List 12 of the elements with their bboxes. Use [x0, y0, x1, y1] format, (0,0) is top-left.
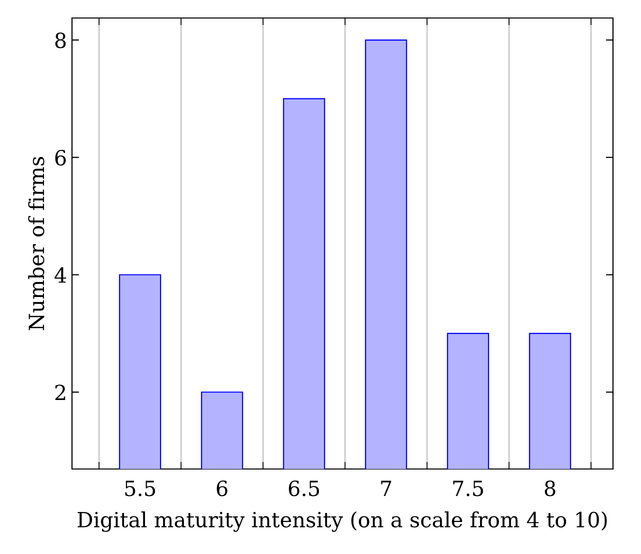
y-tick-label: 6 [55, 150, 66, 166]
x-tick-label: 6.5 [288, 480, 320, 496]
x-axis-title: Digital maturity intensity (on a scale from 4 to 10) [78, 511, 607, 532]
x-tick-label: 6 [216, 480, 228, 496]
x-tick-label: 8 [544, 480, 556, 496]
x-tick-label: 7.5 [453, 480, 483, 496]
y-tick-label: 4 [54, 267, 66, 283]
x-tick-label: 7 [381, 480, 392, 496]
y-tick-label: 8 [55, 32, 66, 48]
x-tick-label: 5.5 [125, 480, 156, 496]
y-tick-label: 2 [55, 384, 66, 400]
y-axis-title: Number of firms [28, 156, 44, 330]
